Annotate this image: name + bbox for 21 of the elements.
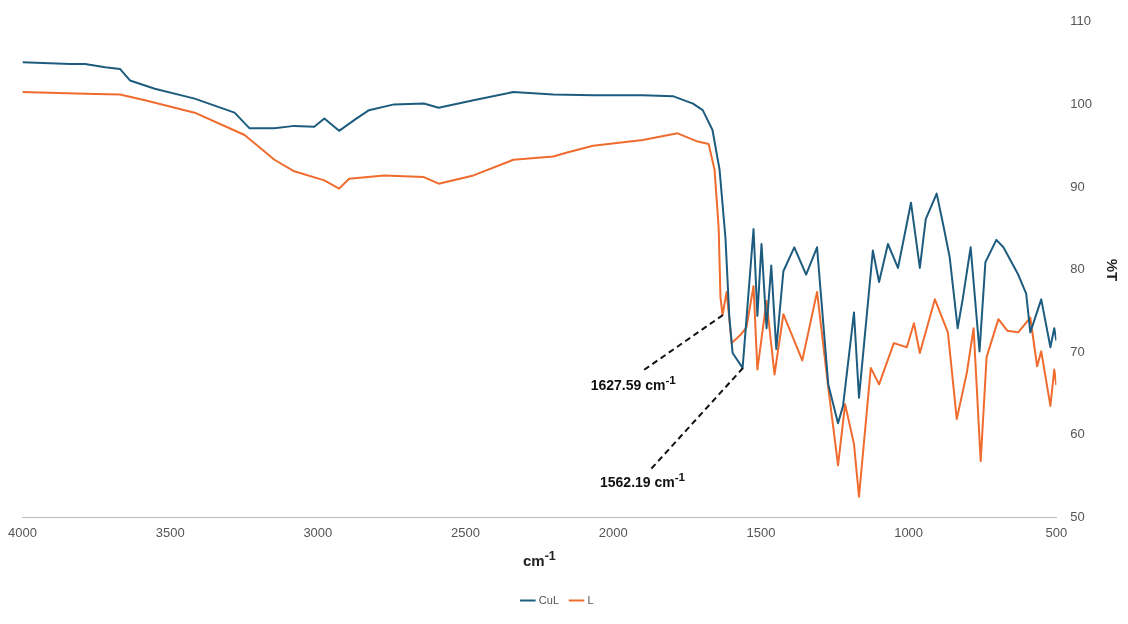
- x-tick-label: 1000: [894, 524, 924, 540]
- y-tick-label: 80: [1070, 261, 1085, 277]
- annotation: 1562.19 cm$^{-1}$: [599, 470, 686, 490]
- y-tick-label: 70: [1070, 343, 1085, 359]
- annotation: 1627.59 cm$^{-1}$: [590, 373, 676, 393]
- x-tick-label: 2500: [451, 524, 480, 540]
- x-tick-label: 3000: [303, 524, 333, 540]
- y-tick-label: 100: [1070, 95, 1093, 111]
- x-tick-label: 500: [1045, 524, 1068, 540]
- y-axis-title: %T: [1103, 258, 1121, 281]
- x-tick-label: 2000: [598, 524, 628, 540]
- x-tick-label: 3500: [155, 524, 185, 540]
- y-tick-label: 90: [1070, 178, 1085, 194]
- x-tick-label: 1500: [746, 524, 776, 540]
- legend-label: L: [587, 593, 594, 606]
- y-tick-label: 60: [1070, 426, 1085, 442]
- y-tick-label: 110: [1070, 13, 1092, 29]
- legend-label: CuL: [538, 593, 560, 606]
- x-axis-title: cm$^{-1}$: [522, 549, 556, 570]
- x-tick-label: 4000: [8, 524, 37, 540]
- y-tick-label: 50: [1070, 508, 1085, 524]
